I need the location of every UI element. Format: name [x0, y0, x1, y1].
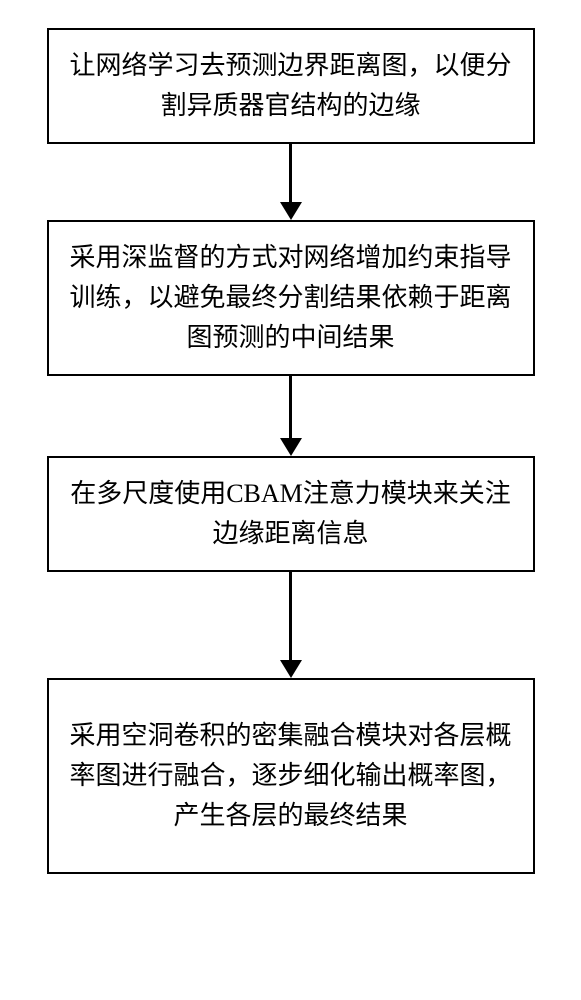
arrow-head-icon — [280, 660, 302, 678]
flowchart-node-1-label: 让网络学习去预测边界距离图，以便分割异质器官结构的边缘 — [67, 46, 515, 127]
flowchart-node-3: 在多尺度使用CBAM注意力模块来关注边缘距离信息 — [47, 456, 535, 572]
flowchart-node-2: 采用深监督的方式对网络增加约束指导训练，以避免最终分割结果依赖于距离图预测的中间… — [47, 220, 535, 376]
arrow-shaft — [289, 572, 292, 660]
flowchart-arrow-1-2 — [280, 144, 302, 220]
flowchart-node-1: 让网络学习去预测边界距离图，以便分割异质器官结构的边缘 — [47, 28, 535, 144]
flowchart-node-2-label: 采用深监督的方式对网络增加约束指导训练，以避免最终分割结果依赖于距离图预测的中间… — [67, 238, 515, 359]
flowchart-node-4-label: 采用空洞卷积的密集融合模块对各层概率图进行融合，逐步细化输出概率图，产生各层的最… — [67, 716, 515, 837]
flowchart-node-3-label: 在多尺度使用CBAM注意力模块来关注边缘距离信息 — [67, 474, 515, 555]
arrow-shaft — [289, 144, 292, 202]
arrow-head-icon — [280, 438, 302, 456]
flowchart-arrow-3-4 — [280, 572, 302, 678]
flowchart-node-4: 采用空洞卷积的密集融合模块对各层概率图进行融合，逐步细化输出概率图，产生各层的最… — [47, 678, 535, 874]
arrow-head-icon — [280, 202, 302, 220]
flowchart-arrow-2-3 — [280, 376, 302, 456]
arrow-shaft — [289, 376, 292, 438]
